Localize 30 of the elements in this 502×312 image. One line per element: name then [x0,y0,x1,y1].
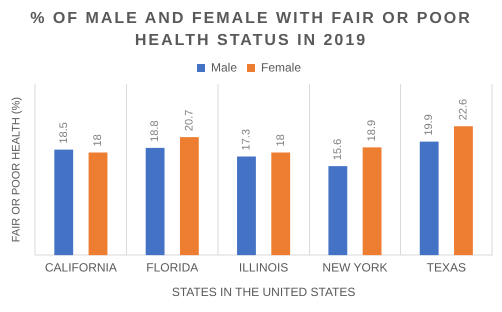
data-label: 18.5 [58,122,70,144]
x-tick-label: TEXAS [426,260,466,275]
data-label: 18.9 [366,120,378,142]
data-label: 22.6 [457,98,470,120]
y-axis-title: FAIR OR POOR HEALTH (%) [10,96,23,242]
x-tick-label: FLORIDA [146,260,198,275]
data-label: 15.6 [332,138,344,160]
data-label: 20.7 [183,110,196,132]
bar [454,126,473,256]
x-tick-label: CALIFORNIA [44,260,117,275]
bar [420,142,439,256]
bar [328,166,348,256]
data-label: 17.3 [240,129,252,150]
bar [271,152,290,256]
legend-label: Male [210,60,238,74]
x-tick-label: ILLINOIS [238,260,288,275]
bar [362,147,382,256]
data-label: 18 [92,134,104,146]
bar [88,152,108,256]
x-tick-label: NEW YORK [322,260,388,275]
bar [237,156,256,256]
bar [54,150,74,256]
bar [180,137,199,256]
legend-label: Female [261,60,302,74]
bar [146,148,165,256]
chart-title: % OF MALE AND FEMALE WITH FAIR OR POOR HEALTH STATUS IN 2019 [29,9,473,51]
data-label: 18.8 [149,120,162,142]
x-axis-title: STATES IN THE UNITED STATES [172,285,356,300]
data-label: 18 [274,134,287,146]
data-label: 19.9 [423,114,436,136]
